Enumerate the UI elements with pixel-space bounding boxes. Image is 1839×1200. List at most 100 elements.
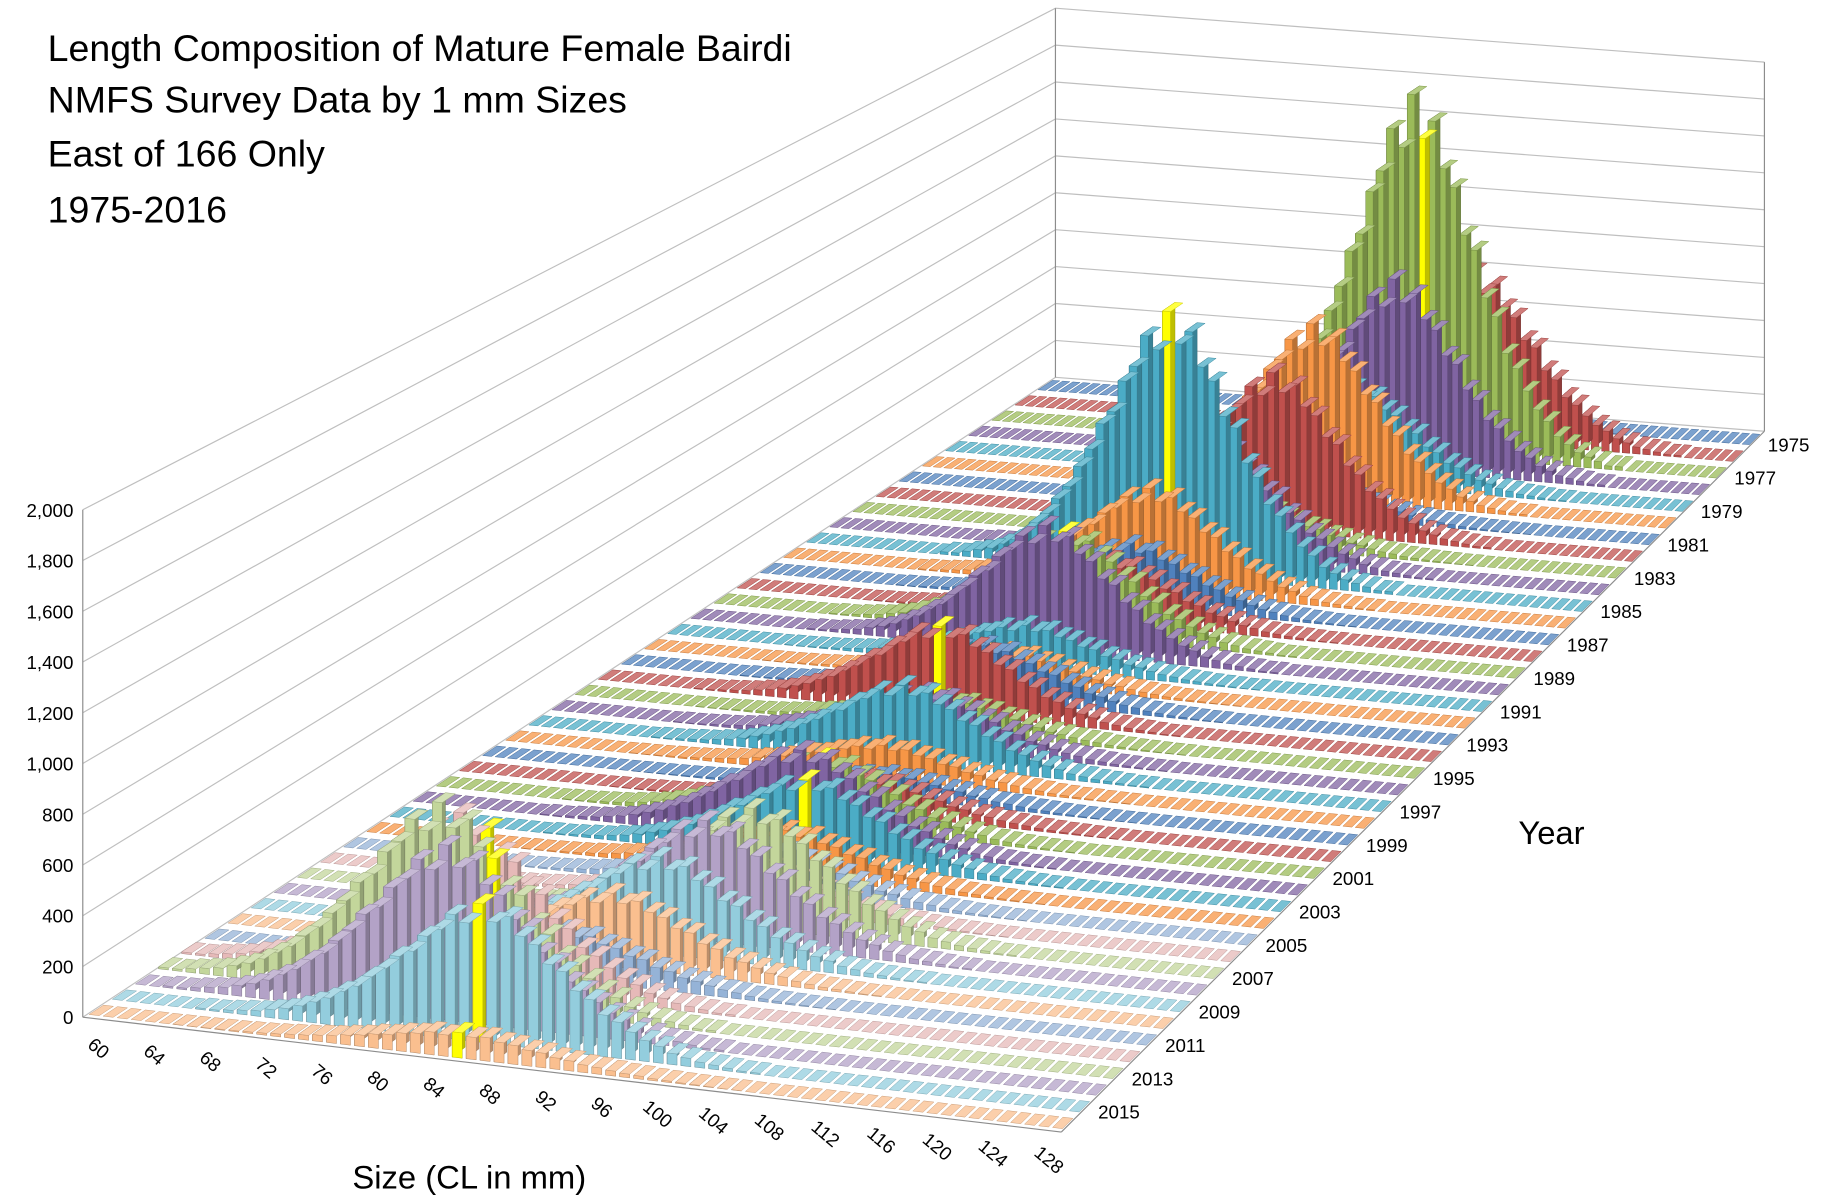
- bar-front: [1029, 760, 1039, 778]
- bar-front: [1329, 572, 1338, 590]
- bar: [1710, 431, 1730, 443]
- bar-top: [1693, 447, 1713, 460]
- bar-front: [962, 550, 971, 558]
- bar-top: [1642, 438, 1662, 451]
- bar: [1662, 443, 1683, 457]
- bar-top: [1721, 431, 1741, 444]
- bar: [1580, 405, 1601, 451]
- bar-front: [1396, 517, 1405, 543]
- bar-top: [1088, 384, 1112, 395]
- bar: [1652, 440, 1672, 456]
- bar-front: [1087, 717, 1097, 729]
- bar-front: [1622, 442, 1631, 454]
- bar-front: [1041, 765, 1052, 779]
- bar-front: [1238, 624, 1248, 636]
- bar-front: [1287, 590, 1297, 605]
- bar: [1714, 449, 1734, 461]
- bar: [1704, 448, 1724, 460]
- bar-front: [875, 625, 885, 637]
- bars: [88, 85, 1761, 1129]
- bar-front: [1369, 567, 1379, 576]
- bar-front: [1593, 460, 1602, 470]
- bar-front: [1534, 465, 1543, 483]
- bar: [1659, 427, 1680, 439]
- bar-front: [1317, 566, 1327, 589]
- bar-front: [984, 547, 993, 560]
- bar-top: [1221, 394, 1244, 405]
- bar-top: [1731, 432, 1751, 445]
- bar-top: [1700, 430, 1720, 442]
- bar: [1649, 426, 1670, 438]
- bar-front: [1418, 530, 1427, 545]
- bar-front: [1340, 579, 1349, 591]
- bar-front: [1487, 507, 1496, 515]
- bar-front: [1249, 627, 1259, 637]
- bar: [1680, 428, 1700, 441]
- bar-front: [1073, 755, 1083, 764]
- bar-front: [1642, 448, 1651, 456]
- bar: [1724, 450, 1744, 462]
- bar-front: [1157, 673, 1167, 682]
- bar: [1611, 427, 1632, 453]
- bar-top: [1518, 330, 1539, 341]
- bar-top: [1710, 431, 1730, 443]
- bar-front: [1176, 645, 1186, 666]
- bar: [1741, 433, 1761, 445]
- bar: [1693, 447, 1713, 460]
- bar-top: [1741, 433, 1761, 445]
- bar: [1683, 446, 1703, 459]
- bar: [1690, 429, 1710, 441]
- bar-front: [1544, 470, 1553, 484]
- bar-front: [852, 628, 862, 635]
- bar: [1642, 438, 1662, 456]
- bar-top: [1593, 450, 1614, 462]
- bar: [1670, 428, 1690, 440]
- bar-front: [1107, 700, 1117, 713]
- bar-top: [1670, 428, 1690, 440]
- bar-front: [1188, 650, 1198, 667]
- bar-top: [1570, 394, 1591, 406]
- bar-front: [1099, 721, 1109, 730]
- bar-front: [1439, 538, 1449, 546]
- depth-axis-line: [1060, 430, 1765, 1133]
- bar-top: [1652, 441, 1672, 453]
- bar-front: [1374, 498, 1383, 541]
- bar-top: [1724, 450, 1744, 462]
- bar-top: [1608, 422, 1629, 435]
- bar-front: [1054, 768, 1064, 780]
- bar-front: [864, 626, 874, 636]
- bar: [1632, 435, 1652, 455]
- bar-front: [1583, 456, 1592, 469]
- bar-top: [1539, 360, 1560, 372]
- bar: [1721, 431, 1741, 444]
- bar-front: [1385, 508, 1394, 542]
- bar-top: [1047, 380, 1071, 392]
- bar: [1221, 394, 1244, 405]
- bar-front: [1611, 438, 1620, 453]
- bar-front: [1134, 667, 1144, 680]
- bar-top: [1690, 429, 1710, 441]
- bar-front: [1261, 631, 1270, 638]
- bar-front: [1494, 488, 1503, 497]
- bar-top: [1714, 449, 1734, 461]
- bar-front: [1200, 656, 1209, 668]
- bar-top: [1621, 432, 1642, 444]
- bar-front: [1306, 555, 1316, 588]
- bar-front: [1211, 659, 1221, 669]
- bar: [1078, 383, 1102, 394]
- bar-top: [1529, 337, 1550, 349]
- bar-front: [1407, 522, 1416, 544]
- bar-front: [1298, 595, 1308, 606]
- left-wall: [82, 8, 1056, 1018]
- bar-front: [1505, 490, 1514, 498]
- bar-front: [1130, 707, 1140, 715]
- bar-top: [1601, 420, 1621, 432]
- bar-front: [1142, 622, 1152, 663]
- bar-front: [1565, 477, 1574, 485]
- x-axis-line: [82, 1016, 1062, 1133]
- bar: [1057, 381, 1081, 393]
- bar: [1037, 380, 1061, 391]
- bar: [1731, 432, 1751, 445]
